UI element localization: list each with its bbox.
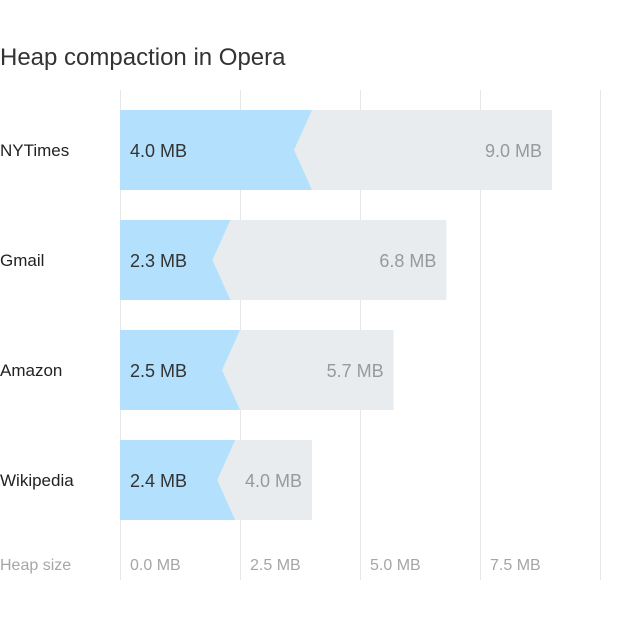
compacted-heap-bar (120, 440, 236, 520)
labels: NYTimes 4.0 MB 9.0 MB Gmail 2.3 MB 6.8 MB Amaz… (0, 141, 542, 491)
original-value-label: 6.8 MB (379, 251, 436, 271)
compacted-value-label: 2.4 MB (130, 471, 187, 491)
original-value-label: 9.0 MB (485, 141, 542, 161)
x-tick-label: 2.5 MB (250, 557, 301, 574)
category-label: Gmail (0, 251, 44, 270)
compacted-value-label: 2.3 MB (130, 251, 187, 271)
x-tick-label: 5.0 MB (370, 557, 421, 574)
category-label: Amazon (0, 361, 62, 380)
compacted-heap-bar (120, 110, 312, 190)
compacted-heap-bar (120, 330, 240, 410)
compacted-value-label: 4.0 MB (130, 141, 187, 161)
compacted-value-label: 2.5 MB (130, 361, 187, 381)
bars (120, 110, 552, 520)
category-label: NYTimes (0, 141, 69, 160)
x-tick-label: 7.5 MB (490, 557, 541, 574)
original-value-label: 4.0 MB (245, 471, 302, 491)
x-axis-label: Heap size (0, 557, 71, 574)
chart-title: Heap compaction in Opera (0, 44, 286, 71)
category-label: Wikipedia (0, 471, 74, 490)
original-value-label: 5.7 MB (327, 361, 384, 381)
x-axis: Heap size 0.0 MB 2.5 MB 5.0 MB 7.5 MB (0, 557, 541, 574)
compacted-heap-bar (120, 220, 231, 300)
x-tick-label: 0.0 MB (130, 557, 181, 574)
